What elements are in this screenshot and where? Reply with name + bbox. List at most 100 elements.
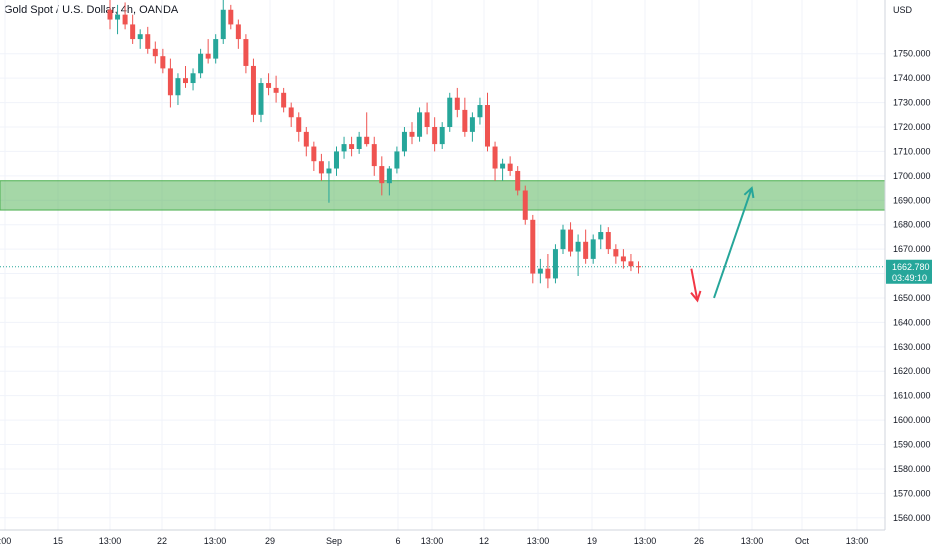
candle-body: [605, 232, 611, 250]
candle-body: [507, 163, 513, 171]
time-axis-panel: [0, 530, 932, 550]
candle-body: [545, 268, 551, 279]
x-tick-label: 6: [395, 536, 400, 546]
candle-body: [130, 24, 136, 40]
x-tick-label: Sep: [326, 536, 342, 546]
up-arrow-head: [743, 186, 755, 199]
candle-body: [115, 14, 121, 20]
candle-body: [326, 168, 332, 174]
x-tick-label: 13:00: [527, 536, 550, 546]
x-tick-label: 13:00: [634, 536, 657, 546]
candle-body: [311, 146, 317, 162]
candle-body: [198, 53, 204, 74]
y-tick-label: 1710.000: [893, 146, 931, 156]
candle-body: [205, 53, 211, 59]
candle-body: [537, 268, 543, 274]
candle-body: [183, 78, 188, 84]
y-tick-label: 1600.000: [893, 415, 931, 425]
candle-body: [296, 117, 302, 132]
y-tick-label: 1570.000: [893, 488, 931, 498]
candle-body: [454, 97, 460, 110]
candle-body: [318, 161, 324, 174]
candle-body: [522, 190, 528, 220]
candle-body: [492, 146, 498, 169]
candle-body: [160, 56, 166, 69]
y-tick-label: 1640.000: [893, 317, 931, 327]
candle-body: [568, 229, 574, 252]
candle-body: [243, 39, 249, 66]
candle-body: [303, 131, 309, 147]
candle-body: [394, 151, 400, 169]
candle-body: [560, 229, 566, 250]
candle-body: [636, 266, 641, 268]
x-tick-label: 26: [694, 536, 704, 546]
y-tick-label: 1730.000: [893, 98, 931, 108]
candle-body: [432, 127, 438, 145]
candle-body: [341, 144, 347, 152]
candle-body: [137, 34, 143, 40]
candle-body: [167, 68, 173, 96]
support-zone: [0, 180, 886, 211]
chart-title: Gold Spot / U.S. Dollar, 4h, OANDA: [4, 4, 179, 16]
candle-body: [485, 105, 490, 147]
candle-body: [424, 112, 430, 128]
candle-body: [620, 256, 626, 262]
candle-body: [334, 151, 339, 169]
x-tick-label: :00: [0, 536, 11, 546]
x-tick-label: 13:00: [204, 536, 227, 546]
bar-countdown: 03:49:10: [892, 273, 927, 283]
candle-body: [628, 261, 634, 267]
y-tick-label: 1620.000: [893, 366, 931, 376]
candle-body: [477, 105, 483, 118]
current-price-tag: [886, 259, 932, 284]
candle-body: [152, 48, 158, 57]
candle-body: [356, 136, 362, 149]
candle-body: [515, 170, 521, 191]
candle-body: [250, 65, 256, 115]
candle-body: [583, 241, 589, 259]
y-tick-label: 1580.000: [893, 464, 931, 474]
y-tick-label: 1630.000: [893, 342, 931, 352]
candle-body: [213, 39, 219, 59]
y-tick-label: 1590.000: [893, 440, 931, 450]
x-tick-label: 22: [157, 536, 167, 546]
candle-body: [530, 219, 536, 274]
y-tick-label: 1670.000: [893, 244, 931, 254]
candle-body: [401, 131, 407, 152]
candle-body: [288, 107, 294, 118]
candle-body: [107, 9, 113, 20]
candle-body: [575, 241, 581, 252]
candle-body: [371, 144, 377, 167]
candle-body: [598, 232, 604, 240]
current-price-value: 1662.780: [892, 262, 930, 272]
x-tick-label: Oct: [795, 536, 810, 546]
candle-body: [258, 83, 264, 115]
x-tick-label: 12: [479, 536, 489, 546]
x-tick-label: 13:00: [741, 536, 764, 546]
x-tick-label: 15: [53, 536, 63, 546]
y-tick-label: 1690.000: [893, 195, 931, 205]
candle-body: [122, 14, 128, 25]
y-tick-label: 1610.000: [893, 391, 931, 401]
candle-body: [439, 127, 445, 145]
y-tick-label: 1560.000: [893, 513, 931, 523]
currency-label: USD: [893, 5, 913, 15]
candle-body: [281, 92, 287, 108]
down-arrow-head: [690, 290, 702, 303]
candle-body: [417, 112, 423, 137]
candle-body: [386, 168, 392, 184]
candle-body: [590, 239, 596, 259]
candle-body: [228, 9, 234, 25]
x-tick-label: 13:00: [846, 536, 869, 546]
candle-body: [500, 163, 506, 169]
x-tick-label: 29: [265, 536, 275, 546]
candle-body: [145, 34, 151, 49]
candle-body: [613, 249, 619, 257]
y-tick-label: 1650.000: [893, 293, 931, 303]
candle-body: [409, 131, 415, 137]
x-tick-label: 13:00: [421, 536, 444, 546]
y-tick-label: 1680.000: [893, 220, 931, 230]
y-tick-label: 1720.000: [893, 122, 931, 132]
candle-body: [266, 83, 272, 88]
